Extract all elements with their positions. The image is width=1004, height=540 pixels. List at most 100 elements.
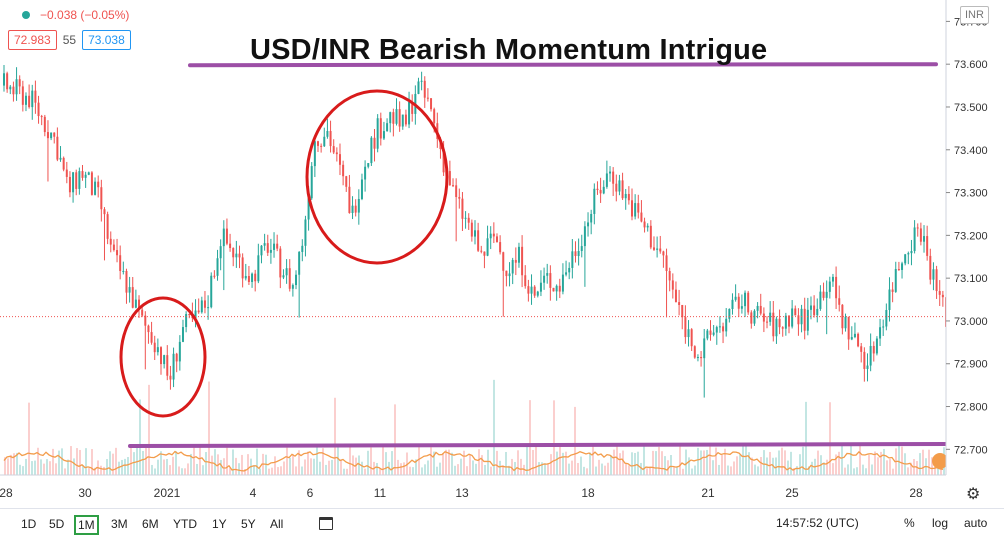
volume-bar	[226, 447, 228, 475]
y-tick-label: 72.900	[954, 359, 988, 371]
range-5y[interactable]: 5Y	[241, 517, 256, 531]
volume-bar	[889, 458, 891, 475]
candle-body	[254, 273, 257, 282]
candle-body	[784, 315, 787, 329]
volume-bar	[754, 464, 756, 475]
candle-body	[411, 102, 414, 114]
candle-body	[172, 353, 175, 380]
candle-body	[426, 97, 429, 99]
range-6m[interactable]: 6M	[142, 517, 159, 531]
range-1y[interactable]: 1Y	[212, 517, 227, 531]
volume-bar	[169, 465, 171, 475]
volume-bar	[121, 459, 123, 475]
candle-body	[593, 188, 596, 214]
candle-body	[392, 112, 395, 124]
volume-bar	[763, 450, 765, 475]
candle-body	[734, 296, 737, 300]
volume-bar	[880, 451, 882, 475]
clock-time[interactable]: 14:57:52 (UTC)	[776, 516, 859, 530]
volume-bar	[619, 453, 621, 475]
volume-bar	[802, 446, 804, 475]
volume-bar	[505, 451, 507, 475]
volume-bar	[934, 466, 936, 475]
range-ytd[interactable]: YTD	[173, 517, 197, 531]
candle-body	[932, 269, 935, 280]
candle-body	[291, 285, 294, 289]
percent-toggle[interactable]: %	[904, 516, 915, 530]
range-5d[interactable]: 5D	[49, 517, 65, 531]
range-1d[interactable]: 1D	[21, 517, 37, 531]
candle-body	[207, 307, 210, 309]
candle-body	[235, 253, 238, 258]
volume-bar	[271, 467, 273, 475]
live-indicator-icon	[22, 11, 30, 19]
volume-bar	[223, 458, 225, 475]
range-all[interactable]: All	[270, 517, 284, 531]
bid-button[interactable]: 72.983	[8, 30, 57, 50]
candle-body	[100, 187, 103, 210]
candle-body	[398, 109, 401, 127]
candle-body	[590, 213, 593, 223]
volume-bar	[448, 449, 450, 475]
candle-body	[326, 130, 329, 137]
candle-body	[433, 109, 436, 124]
volume-bar	[658, 446, 660, 475]
volume-bar	[343, 468, 345, 475]
volume-bar	[436, 466, 438, 475]
candle-body	[888, 289, 891, 310]
volume-bar	[811, 461, 813, 475]
volume-bar	[73, 458, 75, 475]
x-tick-label: 28	[909, 486, 923, 500]
price-chart[interactable]: 73.01002:08 73.70073.60073.50073.40073.3…	[0, 0, 1004, 508]
gear-icon[interactable]: ⚙	[966, 486, 981, 503]
candle-body	[332, 146, 335, 153]
range-3m[interactable]: 3M	[111, 517, 128, 531]
candle-body	[656, 248, 659, 250]
volume-bar	[940, 465, 942, 475]
candle-body	[941, 294, 944, 298]
candle-body	[97, 181, 100, 188]
volume-bar	[22, 466, 24, 475]
volume-bar	[655, 451, 657, 475]
currency-badge[interactable]: INR	[960, 6, 989, 24]
volume-bar	[199, 445, 201, 475]
candle-body	[448, 171, 451, 186]
candle-body	[430, 98, 433, 110]
volume-bar	[799, 454, 801, 475]
volume-bar	[547, 463, 549, 475]
candle-body	[549, 273, 552, 288]
volume-bar	[847, 464, 849, 475]
volume-bar	[856, 467, 858, 475]
volume-bar	[346, 468, 348, 475]
volume-bar	[733, 461, 735, 475]
candle-body	[794, 308, 797, 316]
candle-body	[759, 305, 762, 314]
volume-bar	[529, 400, 531, 475]
candle-body	[568, 267, 571, 273]
candle-body	[103, 209, 106, 215]
log-toggle[interactable]: log	[932, 516, 949, 530]
candle-body	[153, 342, 156, 353]
calendar-icon[interactable]	[319, 517, 333, 530]
auto-toggle[interactable]: auto	[964, 516, 988, 530]
candle-body	[822, 291, 825, 298]
volume-bar	[745, 445, 747, 475]
range-1m[interactable]: 1M	[74, 515, 99, 535]
candle-body	[640, 212, 643, 222]
volume-bar	[631, 452, 633, 475]
volume-bar	[874, 451, 876, 475]
volume-bar	[253, 464, 255, 475]
candle-body	[646, 225, 649, 228]
ask-button[interactable]: 73.038	[82, 30, 131, 50]
volume-bar	[67, 459, 69, 475]
volume-bar	[571, 460, 573, 475]
candle-body	[907, 253, 910, 255]
candle-body	[904, 254, 907, 264]
volume-bar	[118, 461, 120, 475]
candle-body	[530, 286, 533, 294]
volume-bar	[19, 464, 21, 475]
candle-body	[835, 276, 838, 299]
candle-body	[486, 238, 489, 256]
volume-bar	[457, 464, 459, 475]
volume-bar	[910, 462, 912, 475]
